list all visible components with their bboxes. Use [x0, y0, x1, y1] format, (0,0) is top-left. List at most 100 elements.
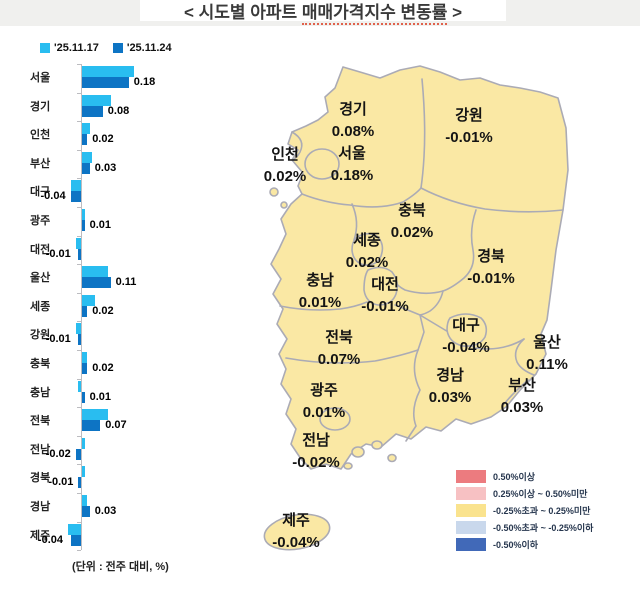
bar-prev-daegu	[70, 180, 81, 192]
map-label-gangwon: 강원	[455, 106, 483, 124]
bar-prev-gyeongnam	[82, 495, 88, 506]
category-label-ulsan: 울산	[30, 272, 51, 285]
map-value-jeonbuk: 0.07%	[318, 351, 361, 368]
map-legend-swatch	[456, 521, 486, 534]
bar-curr-chungbuk	[82, 363, 88, 374]
map-label-jeonbuk: 전북	[325, 329, 353, 346]
map-value-daejeon: -0.01%	[361, 298, 409, 315]
map-label-gyeongbuk: 경북	[477, 247, 505, 265]
value-label-daejeon: -0.01	[45, 247, 71, 260]
category-label-gyeonggi: 경기	[30, 100, 51, 113]
island-south-3	[387, 453, 397, 463]
bar-curr-chungnam	[82, 391, 85, 403]
axis-tick	[77, 264, 81, 266]
axis-tick	[77, 378, 81, 380]
map-legend-item-3: -0.50%초과 ~ -0.25%이하	[456, 519, 593, 536]
value-label-sejong: 0.02	[92, 304, 114, 317]
border-gyeongbuk-gyeongnam	[419, 314, 525, 350]
category-label-chungnam: 충남	[30, 386, 51, 399]
axis-tick	[77, 521, 81, 523]
axis-tick	[77, 121, 81, 123]
value-label-gangwon: -0.01	[45, 333, 71, 346]
category-label-busan: 부산	[30, 157, 51, 170]
bar-prev-gyeongbuk	[82, 466, 85, 478]
border-gangwon-west	[420, 78, 426, 189]
axis-tick	[77, 407, 81, 409]
island-west-1	[269, 187, 279, 197]
map-value-gangwon: -0.01%	[445, 129, 493, 146]
border-jeonbuk-jeonnam	[285, 349, 419, 364]
chart-legend: '25.11.17 '25.11.24	[40, 42, 172, 54]
border-jeonbuk-gyeongbuk	[419, 290, 444, 316]
category-label-daegu: 대구	[30, 186, 51, 199]
border-jeonnam-gyeongnam	[405, 349, 421, 442]
category-label-incheon: 인천	[30, 129, 51, 142]
value-label-jeju: -0.04	[37, 533, 63, 546]
value-label-jeonbuk: 0.07	[105, 419, 127, 432]
category-label-chungbuk: 충북	[30, 358, 51, 370]
bar-curr-gyeongnam	[82, 506, 90, 517]
axis-tick	[77, 207, 81, 208]
value-label-gyeongbuk: -0.01	[48, 476, 74, 489]
legend-label: '25.11.24	[126, 42, 172, 54]
border-ulsan	[514, 338, 535, 376]
bar-prev-daejeon	[75, 237, 81, 249]
bar-prev-jeonnam	[82, 437, 85, 449]
map-legend-label: -0.25%초과 ~ 0.25%미만	[493, 506, 591, 516]
border-gangwon-south	[420, 187, 564, 213]
border-jeonbuk-north-east	[394, 304, 421, 316]
map-label-gwangju: 광주	[310, 381, 338, 399]
bar-curr-daegu	[70, 191, 81, 203]
island-west-2	[280, 201, 288, 209]
category-label-gwangju: 광주	[30, 215, 51, 227]
axis-tick	[77, 178, 81, 180]
border-gyeongbuk-west	[442, 209, 477, 292]
category-label-gyeongbuk: 경북	[30, 472, 51, 485]
map-value-ulsan: 0.11%	[526, 356, 568, 373]
map-label-busan: 부산	[508, 377, 536, 394]
category-label-gyeongnam: 경남	[30, 501, 51, 513]
map-value-daegu: -0.04%	[442, 339, 490, 356]
map-mainland	[270, 65, 569, 470]
map-value-gwangju: 0.01%	[303, 404, 346, 421]
map-value-gyeonggi: 0.08%	[332, 123, 375, 140]
region-gwangju-shape	[319, 407, 351, 431]
map-label-seoul: 서울	[338, 145, 366, 162]
region-daejeon-shape	[363, 266, 399, 306]
bar-curr-daejeon	[78, 248, 81, 260]
axis-tick	[77, 493, 81, 494]
bar-prev-chungnam	[78, 380, 81, 392]
unit-note: (단위 : 전주 대비, %)	[72, 561, 169, 573]
axis-tick	[77, 350, 81, 351]
bar-prev-sejong	[82, 294, 95, 306]
value-label-incheon: 0.02	[92, 133, 114, 146]
map-label-sejong: 세종	[353, 232, 381, 249]
bar-prev-gangwon	[75, 323, 81, 335]
legend-swatch	[112, 43, 123, 53]
value-label-gwangju: 0.01	[89, 219, 112, 231]
bar-curr-gyeonggi	[82, 105, 103, 117]
map-legend-swatch	[456, 470, 486, 483]
bar-curr-jeju	[70, 534, 81, 546]
axis-tick	[77, 321, 81, 323]
map-legend-item-4: -0.50%이하	[456, 536, 593, 553]
map-legend-item-1: 0.25%이상 ~ 0.50%미만	[456, 485, 593, 502]
legend-swatch	[40, 43, 50, 53]
map-legend-swatch	[456, 487, 486, 500]
bar-curr-gyeongbuk	[78, 477, 81, 489]
map-value-gyeongbuk: -0.01%	[467, 270, 515, 287]
map-label-jeju: 제주	[282, 512, 310, 529]
value-label-ulsan: 0.11	[115, 276, 137, 289]
map-value-sejong: 0.02%	[346, 254, 389, 271]
bar-prev-incheon	[82, 123, 90, 135]
bar-prev-chungbuk	[82, 352, 88, 363]
category-label-jeonbuk: 전북	[30, 415, 51, 428]
bar-prev-busan	[82, 151, 93, 163]
map-legend-swatch	[456, 538, 486, 551]
map-legend-item-2: -0.25%초과 ~ 0.25%미만	[456, 502, 593, 519]
map-value-jeju: -0.04%	[272, 534, 320, 551]
region-sejong-shape	[351, 232, 384, 266]
bar-prev-jeju	[68, 523, 81, 535]
category-label-jeonnam: 전남	[30, 443, 51, 456]
